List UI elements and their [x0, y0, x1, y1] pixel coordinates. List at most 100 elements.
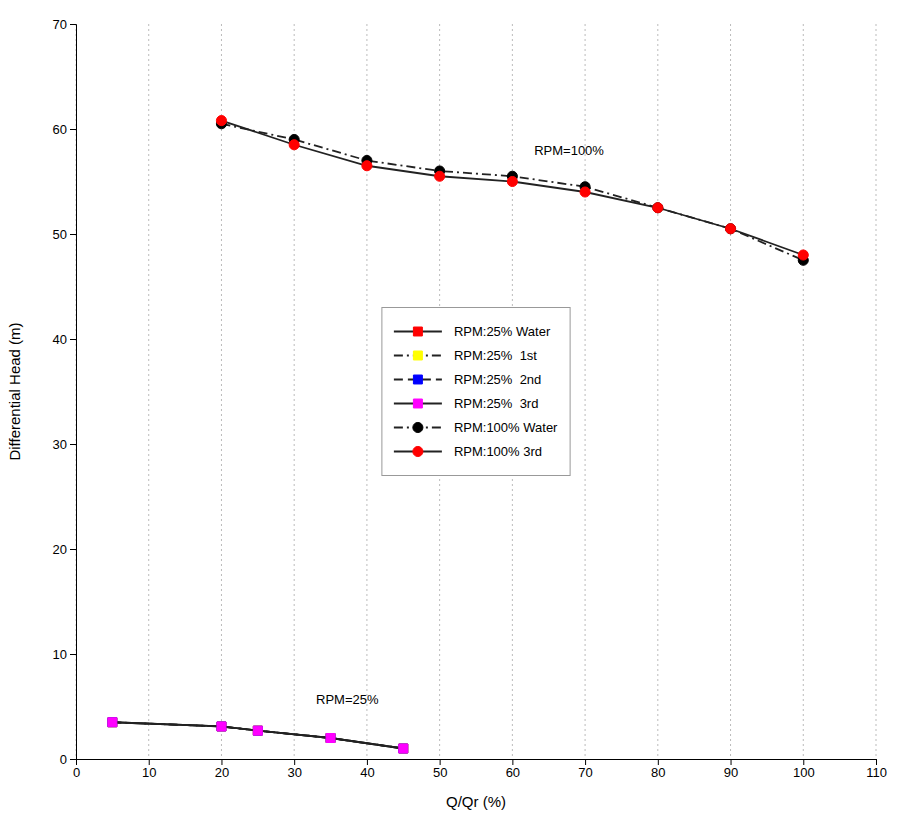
- tick-mark: [876, 759, 877, 765]
- tick-mark: [440, 759, 441, 765]
- tick-mark: [658, 759, 659, 765]
- tick: 40: [360, 759, 374, 780]
- tick-label: 40: [360, 765, 374, 780]
- tick: 30: [53, 437, 76, 452]
- tick: 100: [793, 759, 815, 780]
- tick-label: 70: [53, 17, 67, 32]
- marker: [362, 161, 372, 171]
- legend-item: RPM:25% 1st: [394, 348, 537, 363]
- legend-marker: [413, 446, 423, 456]
- tick: 0: [73, 759, 80, 780]
- series-line: [221, 124, 803, 261]
- tick: 60: [53, 122, 76, 137]
- marker: [507, 176, 517, 186]
- grid-line-x: [657, 24, 658, 759]
- marker: [108, 718, 117, 727]
- tick-mark: [70, 654, 76, 655]
- legend-marker: [413, 399, 422, 408]
- tick: 40: [53, 332, 76, 347]
- tick: 20: [53, 542, 76, 557]
- marker: [253, 726, 262, 735]
- tick-mark: [70, 339, 76, 340]
- tick-label: 0: [73, 765, 80, 780]
- tick-mark: [70, 549, 76, 550]
- tick-label: 30: [53, 437, 67, 452]
- legend-frame: [382, 308, 570, 476]
- tick: 0: [60, 752, 76, 767]
- legend-marker: [413, 351, 422, 360]
- legend-label: RPM:25% Water: [454, 324, 551, 339]
- y-axis-title: Differential Head (m): [6, 322, 23, 460]
- x-axis-title: Q/Qr (%): [446, 793, 506, 810]
- tick-mark: [70, 759, 76, 760]
- tick-label: 0: [60, 752, 67, 767]
- grid-line-x: [366, 24, 367, 759]
- series-line: [112, 722, 403, 748]
- tick-label: 40: [53, 332, 67, 347]
- tick-label: 70: [578, 765, 592, 780]
- tick: 70: [53, 17, 76, 32]
- grid-line-x: [730, 24, 731, 759]
- tick-label: 80: [651, 765, 665, 780]
- marker: [217, 722, 226, 731]
- grid-line-x: [221, 24, 222, 759]
- marker: [326, 734, 335, 743]
- marker: [253, 726, 262, 735]
- tick-mark: [221, 759, 222, 765]
- legend: RPM:25% WaterRPM:25% 1stRPM:25% 2ndRPM:2…: [382, 308, 570, 476]
- series-line: [221, 121, 803, 255]
- tick-mark: [149, 759, 150, 765]
- data-layer: [108, 116, 808, 753]
- marker: [326, 734, 335, 743]
- series: [216, 119, 808, 266]
- tick: 110: [866, 759, 887, 780]
- marker: [217, 722, 226, 731]
- legend-item: RPM:100% 3rd: [394, 444, 542, 459]
- marker: [399, 744, 408, 753]
- grid-line-x: [148, 24, 149, 759]
- tick-label: 60: [53, 122, 67, 137]
- marker: [108, 718, 117, 727]
- tick: 90: [724, 759, 738, 780]
- marker: [399, 744, 408, 753]
- tick-label: 10: [53, 647, 67, 662]
- grid-line-x: [876, 24, 877, 759]
- legend-item: RPM:25% 2nd: [394, 372, 541, 387]
- marker: [108, 718, 117, 727]
- marker: [217, 722, 226, 731]
- tick-label: 20: [53, 542, 67, 557]
- marker: [108, 718, 117, 727]
- tick: 50: [53, 227, 76, 242]
- marker: [326, 734, 335, 743]
- tick: 50: [433, 759, 447, 780]
- series: [108, 718, 408, 753]
- tick-label: 20: [215, 765, 229, 780]
- tick-mark: [70, 24, 76, 25]
- legend-marker: [413, 375, 422, 384]
- series-line: [112, 722, 403, 748]
- series-line: [112, 722, 403, 748]
- series: [108, 718, 408, 753]
- x-axis: 0102030405060708090100110: [73, 759, 887, 780]
- series: [108, 718, 408, 753]
- tick-mark: [731, 759, 732, 765]
- legend-label: RPM:25% 2nd: [454, 372, 541, 387]
- marker: [725, 224, 735, 234]
- marker: [435, 171, 445, 181]
- tick: 80: [651, 759, 665, 780]
- grid-line-x: [585, 24, 586, 759]
- tick-label: 100: [793, 765, 815, 780]
- tick-mark: [70, 444, 76, 445]
- tick: 70: [578, 759, 592, 780]
- tick-mark: [803, 759, 804, 765]
- legend-item: RPM:25% Water: [394, 324, 551, 339]
- tick: 60: [506, 759, 520, 780]
- marker: [725, 224, 735, 234]
- marker: [289, 140, 299, 150]
- tick-mark: [512, 759, 513, 765]
- marker: [653, 203, 663, 213]
- grid: [76, 24, 876, 759]
- marker: [216, 116, 226, 126]
- plot: 0102030405060708090100110010203040506070…: [53, 17, 887, 781]
- annotation: RPM=25%: [316, 692, 379, 707]
